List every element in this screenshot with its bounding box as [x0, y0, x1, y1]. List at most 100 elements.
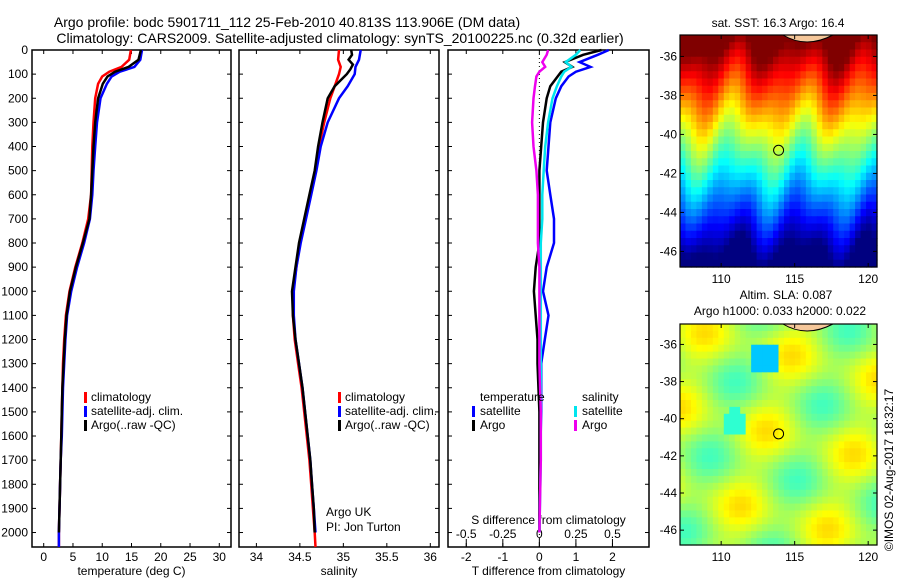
s-tick-label: -0.25 — [489, 527, 517, 541]
map-cell — [783, 252, 791, 261]
map-cell — [690, 93, 698, 101]
map-cell — [794, 209, 801, 217]
map-cell — [751, 252, 758, 261]
y-tick-label: 1700 — [1, 453, 28, 467]
map-cell — [800, 151, 807, 159]
map-cell — [822, 158, 829, 167]
map-cell — [794, 441, 801, 449]
map-cell — [762, 136, 769, 145]
map-cell — [849, 158, 856, 167]
map-cell — [860, 420, 867, 429]
map-cell — [685, 56, 692, 65]
map-cell — [844, 64, 851, 72]
map-cell — [866, 358, 873, 367]
map-cell — [778, 230, 785, 239]
map-cell — [680, 35, 687, 43]
map-cell — [685, 223, 692, 232]
map-cell — [871, 35, 878, 43]
map-cell — [767, 475, 774, 484]
map-cell — [789, 351, 796, 360]
map-cell — [822, 136, 829, 145]
map-cell — [838, 187, 845, 196]
map-cell — [690, 351, 698, 360]
map-cell — [740, 379, 747, 387]
map-cell — [794, 71, 801, 80]
map-cell — [696, 35, 703, 43]
map-cell — [849, 245, 856, 254]
map-cell — [773, 330, 780, 339]
map-cell — [751, 448, 758, 456]
map-cell — [811, 469, 818, 477]
map-cell — [816, 114, 823, 123]
map-cell — [745, 42, 752, 51]
map-cell — [871, 71, 878, 80]
map-cell — [767, 252, 774, 261]
map-cell — [833, 78, 840, 87]
map-cell — [866, 85, 873, 94]
map-cell — [773, 136, 780, 145]
map-cell — [800, 107, 807, 116]
map-cell — [723, 406, 730, 415]
map-cell — [816, 201, 823, 210]
map-cell — [751, 122, 758, 130]
map-cell — [680, 358, 687, 367]
map-cell — [866, 122, 873, 130]
map-cell — [745, 93, 752, 101]
map-cell — [833, 372, 840, 380]
map-cell — [855, 187, 862, 196]
map-cell — [680, 64, 687, 72]
map-cell — [729, 85, 736, 94]
map-cell — [871, 469, 878, 477]
map-cell — [855, 194, 862, 203]
map-cell — [833, 386, 840, 394]
map-cell — [789, 337, 796, 346]
map-cell — [827, 372, 834, 380]
map-cell — [729, 122, 736, 130]
map-cell — [811, 172, 818, 181]
map-cell — [696, 129, 703, 138]
map-cell — [767, 223, 774, 232]
map-cell — [712, 489, 719, 498]
map-cell — [696, 379, 703, 387]
map-cell — [740, 136, 747, 145]
map-cell — [816, 482, 823, 491]
map-cell — [860, 100, 867, 109]
map-cell — [756, 455, 763, 463]
map-cell — [740, 194, 747, 203]
map-cell — [833, 358, 840, 367]
map-cell — [773, 413, 780, 422]
map-cell — [833, 172, 840, 181]
map-cell — [789, 209, 796, 217]
map-cell — [680, 427, 687, 436]
map-cell — [707, 489, 714, 498]
map-cell — [762, 93, 769, 101]
map-cell — [866, 399, 873, 408]
map-cell — [712, 337, 719, 346]
map-cell — [805, 85, 812, 94]
map-cell — [685, 393, 692, 401]
map-cell — [855, 538, 862, 546]
map-cell — [822, 489, 829, 498]
map-cell — [811, 165, 818, 174]
map-cell — [729, 538, 736, 546]
map-cell — [789, 434, 796, 443]
map-cell — [729, 358, 736, 367]
map-cell — [794, 180, 801, 188]
map-cell — [707, 223, 714, 232]
map-cell — [701, 406, 708, 415]
map-cell — [685, 100, 692, 109]
map-cell — [734, 365, 741, 373]
map-cell — [783, 122, 791, 130]
map-cell — [718, 165, 725, 174]
map-cell — [794, 406, 801, 415]
map-cell — [707, 143, 714, 152]
map-cell — [718, 365, 725, 373]
map-cell — [822, 462, 829, 470]
map-cell — [685, 524, 692, 532]
map-cell — [860, 482, 867, 491]
map-cell — [718, 238, 725, 246]
map-cell — [762, 180, 769, 188]
map-cell — [822, 351, 829, 360]
map-cell — [871, 238, 878, 246]
map-cell — [696, 252, 703, 261]
